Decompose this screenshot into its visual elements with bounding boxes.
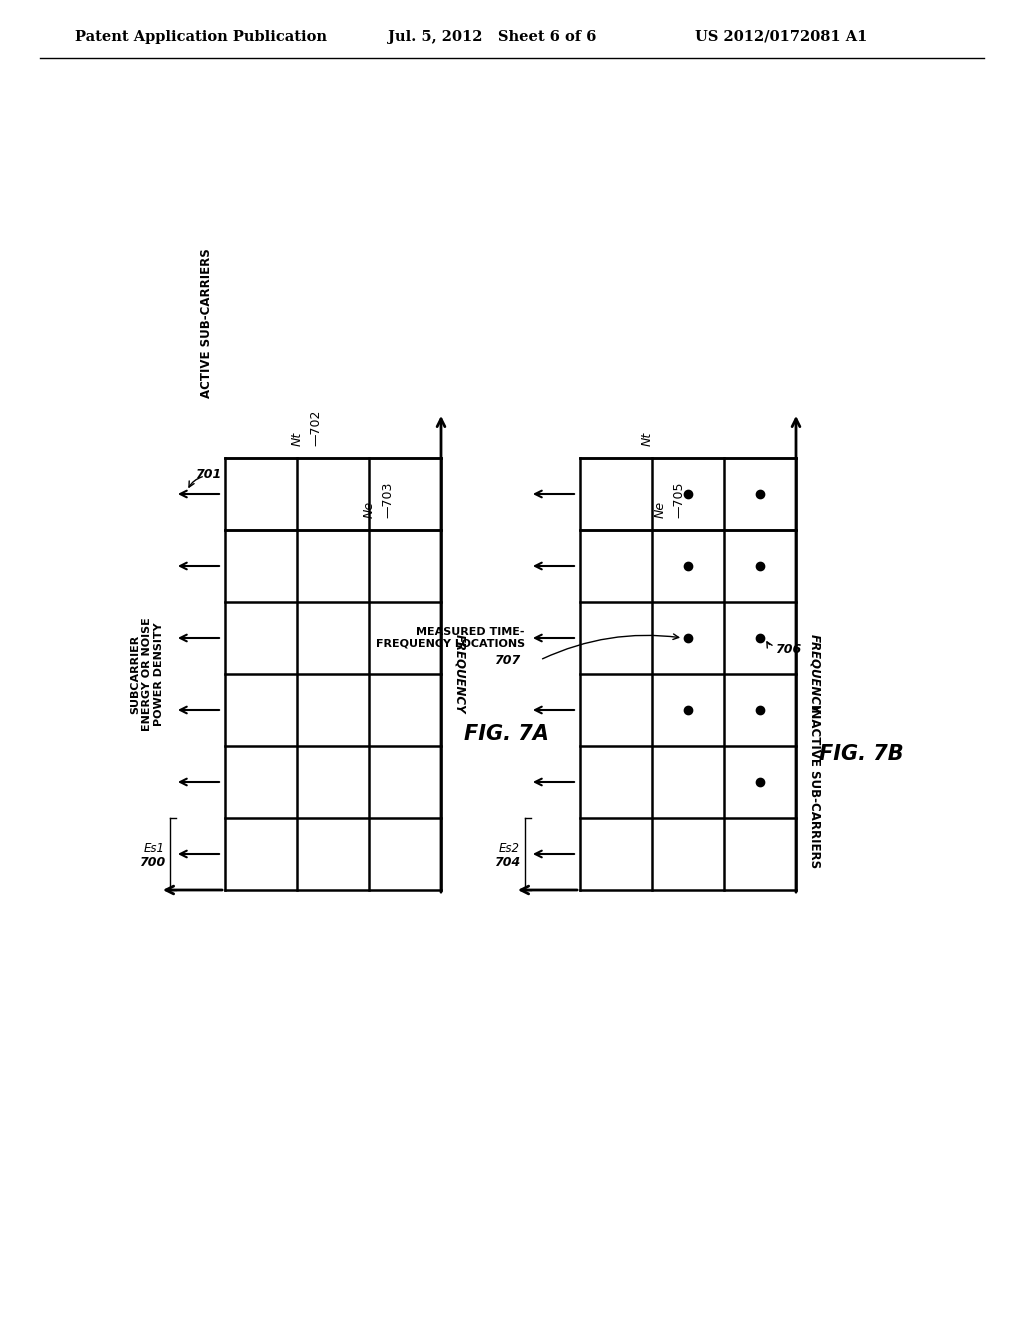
Text: 700: 700 bbox=[138, 855, 165, 869]
Text: Jul. 5, 2012   Sheet 6 of 6: Jul. 5, 2012 Sheet 6 of 6 bbox=[388, 30, 596, 44]
Text: Ne: Ne bbox=[653, 500, 667, 517]
FancyArrowPatch shape bbox=[543, 634, 679, 659]
Text: Patent Application Publication: Patent Application Publication bbox=[75, 30, 327, 44]
Text: Ne: Ne bbox=[362, 500, 376, 517]
Text: 707: 707 bbox=[494, 653, 520, 667]
Text: SUBCARRIER
ENERGY OR NOISE
POWER DENSITY: SUBCARRIER ENERGY OR NOISE POWER DENSITY bbox=[130, 618, 164, 731]
Text: Nt: Nt bbox=[291, 432, 303, 446]
Text: —702: —702 bbox=[309, 409, 322, 446]
Text: FREQUENCY: FREQUENCY bbox=[808, 634, 821, 714]
Text: 701: 701 bbox=[195, 469, 221, 480]
Text: —703: —703 bbox=[381, 482, 394, 517]
Text: FIG. 7B: FIG. 7B bbox=[818, 744, 903, 764]
Text: US 2012/0172081 A1: US 2012/0172081 A1 bbox=[695, 30, 867, 44]
Text: 706: 706 bbox=[775, 643, 801, 656]
Text: —705: —705 bbox=[672, 482, 685, 517]
Text: ACTIVE SUB-CARRIERS: ACTIVE SUB-CARRIERS bbox=[201, 248, 213, 399]
Text: Es1: Es1 bbox=[144, 842, 165, 854]
Text: Nt: Nt bbox=[640, 432, 653, 446]
Text: INACTIVE SUB-CARRIERS: INACTIVE SUB-CARRIERS bbox=[808, 704, 821, 869]
Text: 704: 704 bbox=[494, 855, 520, 869]
Text: FREQUENCY: FREQUENCY bbox=[453, 634, 466, 714]
FancyArrowPatch shape bbox=[189, 477, 203, 487]
Text: Es2: Es2 bbox=[499, 842, 520, 854]
Text: FIG. 7A: FIG. 7A bbox=[464, 723, 549, 744]
FancyArrowPatch shape bbox=[767, 642, 772, 648]
Text: MEASURED TIME-
FREQUENCY LOCATIONS: MEASURED TIME- FREQUENCY LOCATIONS bbox=[376, 627, 525, 649]
